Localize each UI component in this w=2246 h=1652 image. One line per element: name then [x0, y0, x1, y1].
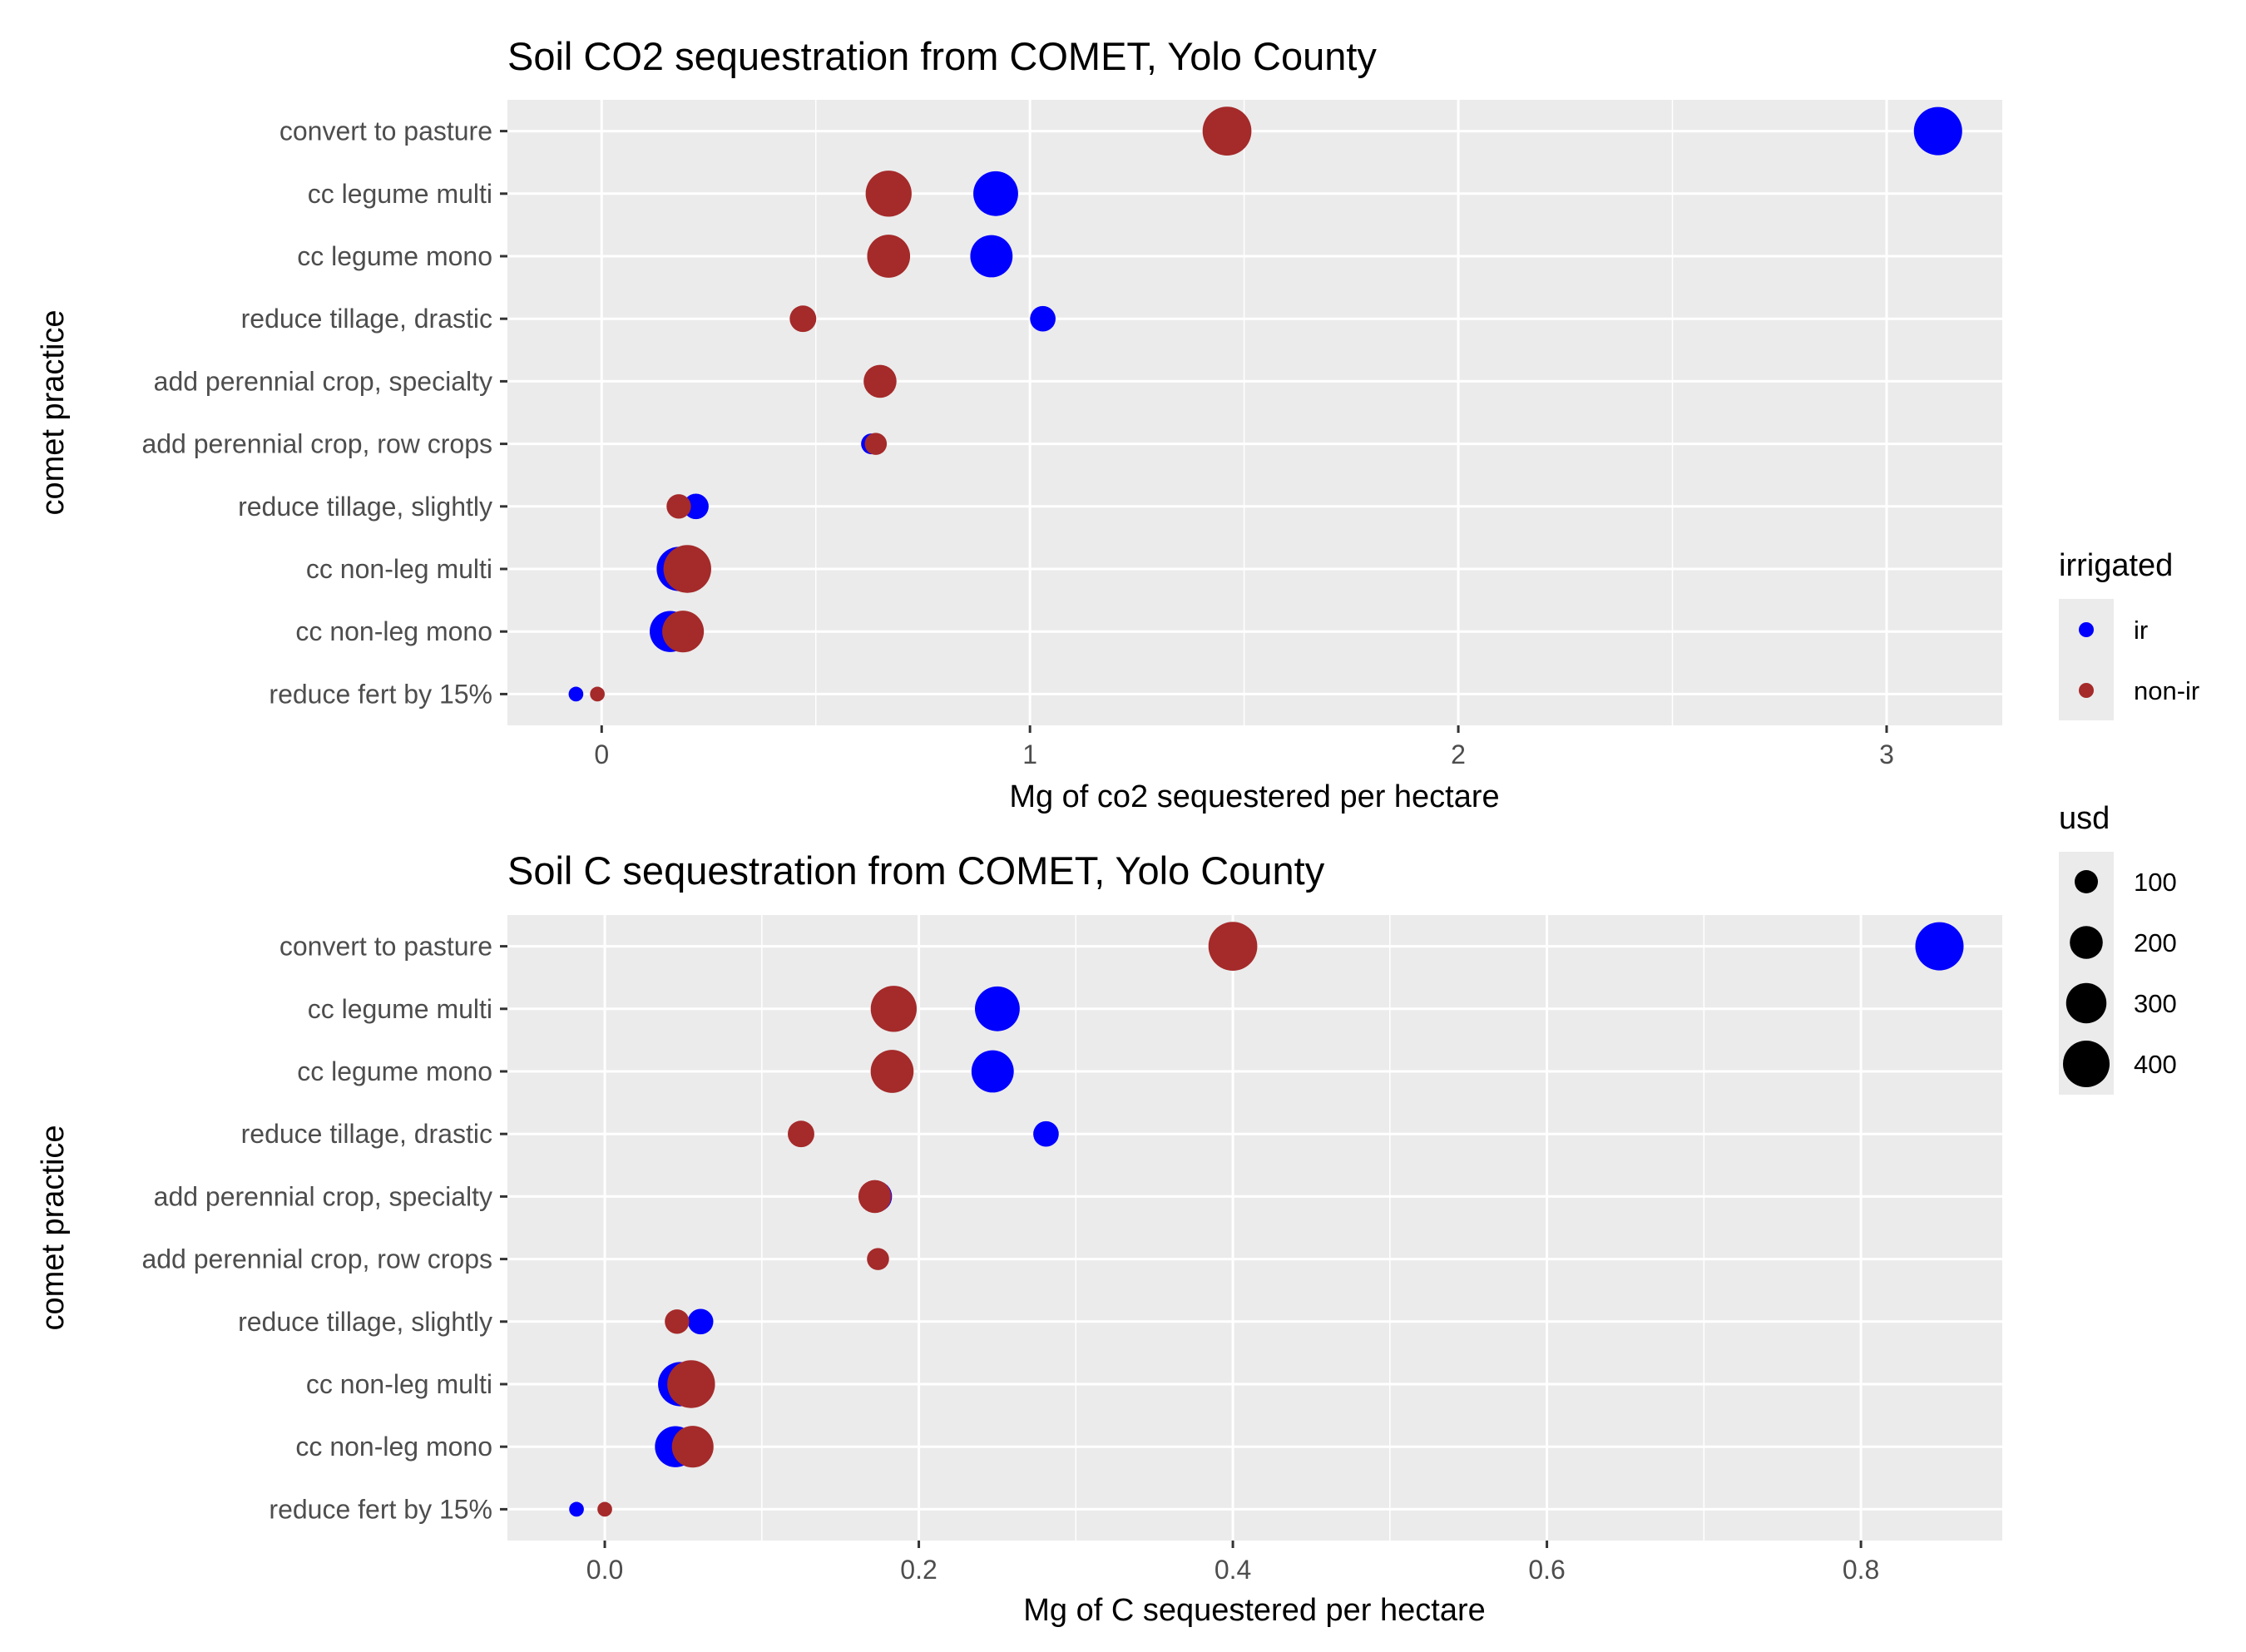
legend-color-key — [2079, 622, 2094, 637]
co2-y-tick-label: cc legume mono — [297, 241, 492, 271]
c-point-ir — [1033, 1120, 1059, 1147]
legend-size-label: 100 — [2134, 868, 2177, 897]
co2-y-tick-label: convert to pasture — [280, 116, 492, 146]
co2-x-tick-label: 1 — [1022, 739, 1037, 769]
co2-y-tick-label: reduce fert by 15% — [269, 679, 492, 709]
co2-y-tick-label: cc non-leg multi — [306, 554, 492, 584]
co2-y-tick-label: reduce tillage, drastic — [241, 304, 492, 334]
co2-point-ir — [1030, 305, 1056, 332]
c-point-non-ir — [597, 1501, 612, 1517]
c-y-tick-label: cc non-leg multi — [306, 1369, 492, 1399]
c-point-ir — [975, 986, 1020, 1031]
co2-x-tick-label: 2 — [1451, 739, 1466, 769]
co2-y-tick-label: add perennial crop, specialty — [154, 366, 492, 396]
legend-size-label: 400 — [2134, 1050, 2177, 1079]
c-point-non-ir — [788, 1120, 814, 1148]
co2-point-non-ir — [864, 433, 888, 455]
co2-point-non-ir — [666, 494, 691, 519]
co2-point-non-ir — [867, 235, 911, 278]
c-y-tick-label: cc legume mono — [297, 1056, 492, 1086]
legend-size-key — [2063, 1041, 2110, 1087]
co2-point-non-ir — [789, 305, 817, 333]
co2-y-axis-title: comet practice — [36, 309, 71, 515]
c-y-tick-label: reduce tillage, drastic — [241, 1119, 492, 1149]
c-point-ir — [1915, 922, 1964, 971]
legend-size-key — [2075, 870, 2098, 893]
co2-y-tick-label: cc legume multi — [308, 179, 492, 209]
c-axis-ticks: 0.0 0.2 0.4 0.6 0.8 convert to pasture cc legu… — [141, 932, 1879, 1585]
c-point-ir — [971, 1050, 1014, 1093]
c-y-tick-label: add perennial crop, specialty — [154, 1181, 492, 1211]
c-y-tick-label: convert to pasture — [280, 932, 492, 962]
c-point-ir — [569, 1501, 584, 1517]
co2-y-tick-label: cc non-leg mono — [295, 616, 492, 646]
c-point-non-ir — [665, 1309, 690, 1334]
co2-point-non-ir — [590, 686, 605, 702]
c-y-tick-label: reduce tillage, slightly — [238, 1307, 492, 1337]
c-y-tick-label: reduce fert by 15% — [269, 1494, 492, 1524]
c-x-tick-label: 0.2 — [900, 1555, 937, 1585]
legend-size-label: 200 — [2134, 928, 2177, 957]
legend-size-key — [2065, 982, 2107, 1024]
co2-point-ir — [568, 686, 584, 702]
c-x-tick-label: 0.0 — [586, 1555, 623, 1585]
co2-chart: Soil CO2 sequestration from COMET, Yolo … — [36, 34, 2002, 814]
c-y-tick-label: cc non-leg mono — [295, 1432, 492, 1462]
legend-color-keys-bg — [2059, 599, 2114, 720]
legend-size-key — [2070, 926, 2103, 959]
co2-x-tick-label: 3 — [1879, 739, 1894, 769]
legend-color-title: irrigated — [2059, 548, 2173, 583]
c-point-non-ir — [671, 1426, 714, 1468]
co2-point-non-ir — [662, 611, 705, 653]
co2-points — [568, 106, 1962, 702]
co2-y-tick-label: add perennial crop, row crops — [141, 429, 492, 459]
c-y-tick-label: add perennial crop, row crops — [141, 1244, 492, 1274]
co2-point-ir — [683, 493, 709, 520]
legend-color-items: ir non-ir — [2079, 616, 2199, 705]
co2-point-ir — [1913, 106, 1962, 156]
c-point-non-ir — [858, 1180, 892, 1214]
c-chart: Soil C sequestration from COMET, Yolo Co… — [36, 848, 2002, 1628]
c-x-tick-label: 0.6 — [1528, 1555, 1565, 1585]
c-y-axis-title: comet practice — [36, 1125, 71, 1330]
co2-y-tick-label: reduce tillage, slightly — [238, 492, 492, 522]
legend-color-key — [2079, 683, 2094, 698]
co2-point-ir — [973, 171, 1018, 216]
co2-plot-panel — [507, 100, 2002, 725]
c-point-non-ir — [667, 1360, 715, 1408]
c-x-tick-label: 0.8 — [1843, 1555, 1879, 1585]
co2-point-non-ir — [863, 364, 897, 398]
co2-axis-ticks: 0 1 2 3 convert to pasture cc legume multi cc … — [141, 116, 1893, 769]
c-points — [569, 922, 1964, 1517]
co2-gridlines — [507, 100, 2002, 725]
c-point-ir — [687, 1308, 714, 1335]
co2-x-tick-label: 0 — [594, 739, 609, 769]
c-x-axis-title: Mg of C sequestered per hectare — [1023, 1593, 1486, 1628]
c-plot-panel — [507, 915, 2002, 1541]
legend-color-label: ir — [2134, 616, 2148, 645]
co2-point-non-ir — [1202, 106, 1252, 156]
legend-size-title: usd — [2059, 801, 2110, 836]
co2-x-axis-title: Mg of co2 sequestered per hectare — [1009, 779, 1499, 814]
co2-point-non-ir — [865, 171, 912, 217]
c-x-tick-label: 0.4 — [1215, 1555, 1251, 1585]
co2-chart-title: Soil CO2 sequestration from COMET, Yolo … — [507, 34, 1377, 78]
legend: irrigated ir non-ir usd 100 200 300 400 — [2059, 548, 2199, 1095]
c-point-non-ir — [867, 1248, 889, 1270]
co2-point-ir — [970, 235, 1013, 278]
c-chart-title: Soil C sequestration from COMET, Yolo Co… — [507, 848, 1325, 893]
legend-size-label: 300 — [2134, 989, 2177, 1018]
co2-point-non-ir — [663, 545, 711, 593]
legend-color-label: non-ir — [2134, 676, 2199, 705]
c-point-non-ir — [870, 986, 917, 1032]
c-point-non-ir — [1208, 922, 1258, 971]
c-gridlines — [507, 915, 2002, 1541]
c-point-non-ir — [870, 1050, 914, 1093]
c-y-tick-label: cc legume multi — [308, 994, 492, 1024]
legend-size-items: 100 200 300 400 — [2063, 868, 2177, 1087]
